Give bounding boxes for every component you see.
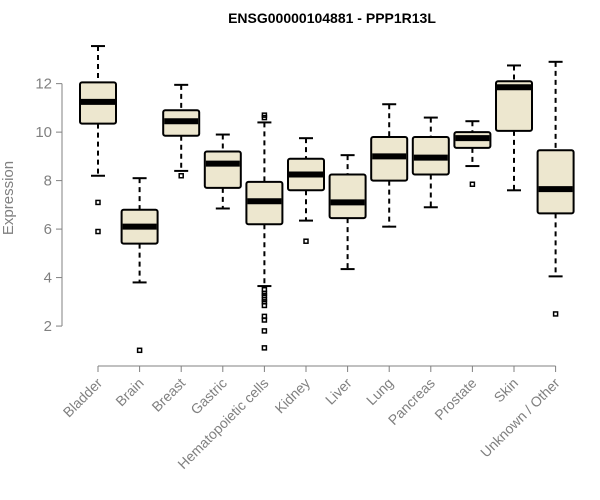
x-tick-label: Lung xyxy=(363,375,396,408)
iqr-box xyxy=(203,150,242,189)
chart-title: ENSG00000104881 - PPP1R13L xyxy=(228,10,436,26)
iqr-box xyxy=(495,80,533,132)
box-lung xyxy=(370,103,409,228)
y-tick-label: 8 xyxy=(44,173,52,190)
outlier-point xyxy=(303,238,309,244)
x-tick-label: Kidney xyxy=(272,375,314,417)
box-unknown-other xyxy=(536,60,575,317)
outlier-point xyxy=(261,328,268,334)
x-tick-label: Skin xyxy=(491,375,522,406)
iqr-box xyxy=(328,173,367,220)
outlier-point xyxy=(261,345,268,351)
box-pancreas xyxy=(411,116,450,209)
box-kidney xyxy=(287,137,325,244)
box-skin xyxy=(495,64,533,192)
y-tick-label: 2 xyxy=(44,318,52,335)
box-hematopoietic-cells xyxy=(245,112,284,351)
x-tick-label: Bladder xyxy=(60,375,106,421)
outlier-point xyxy=(261,302,268,309)
box-prostate xyxy=(453,120,492,187)
box-bladder xyxy=(79,45,117,235)
outlier-point xyxy=(136,347,143,354)
iqr-box xyxy=(536,149,575,215)
outlier-point xyxy=(95,228,101,235)
box-series xyxy=(79,45,575,354)
y-tick-label: 12 xyxy=(35,76,52,93)
y-tick-label: 4 xyxy=(44,270,52,287)
x-tick-label: Prostate xyxy=(431,375,479,423)
outlier-point xyxy=(469,181,476,187)
outlier-point xyxy=(178,173,184,179)
box-brain xyxy=(120,177,159,354)
box-breast xyxy=(162,83,201,179)
outlier-point xyxy=(95,199,101,206)
y-tick-label: 6 xyxy=(44,221,52,238)
x-tick-label: Brain xyxy=(112,375,146,409)
y-tick-label: 10 xyxy=(35,124,52,141)
x-tick-label: Liver xyxy=(322,375,355,408)
y-axis-label: Expression xyxy=(0,161,17,235)
box-liver xyxy=(328,154,367,271)
y-axis: 2 4 6 8 10 12 xyxy=(35,76,63,335)
box-gastric xyxy=(203,133,242,210)
x-tick-label: Breast xyxy=(148,375,188,415)
outlier-point xyxy=(261,317,268,323)
outlier-point xyxy=(552,311,559,317)
outlier-point xyxy=(261,114,268,121)
x-tick-label: Unknown / Other xyxy=(477,375,563,461)
